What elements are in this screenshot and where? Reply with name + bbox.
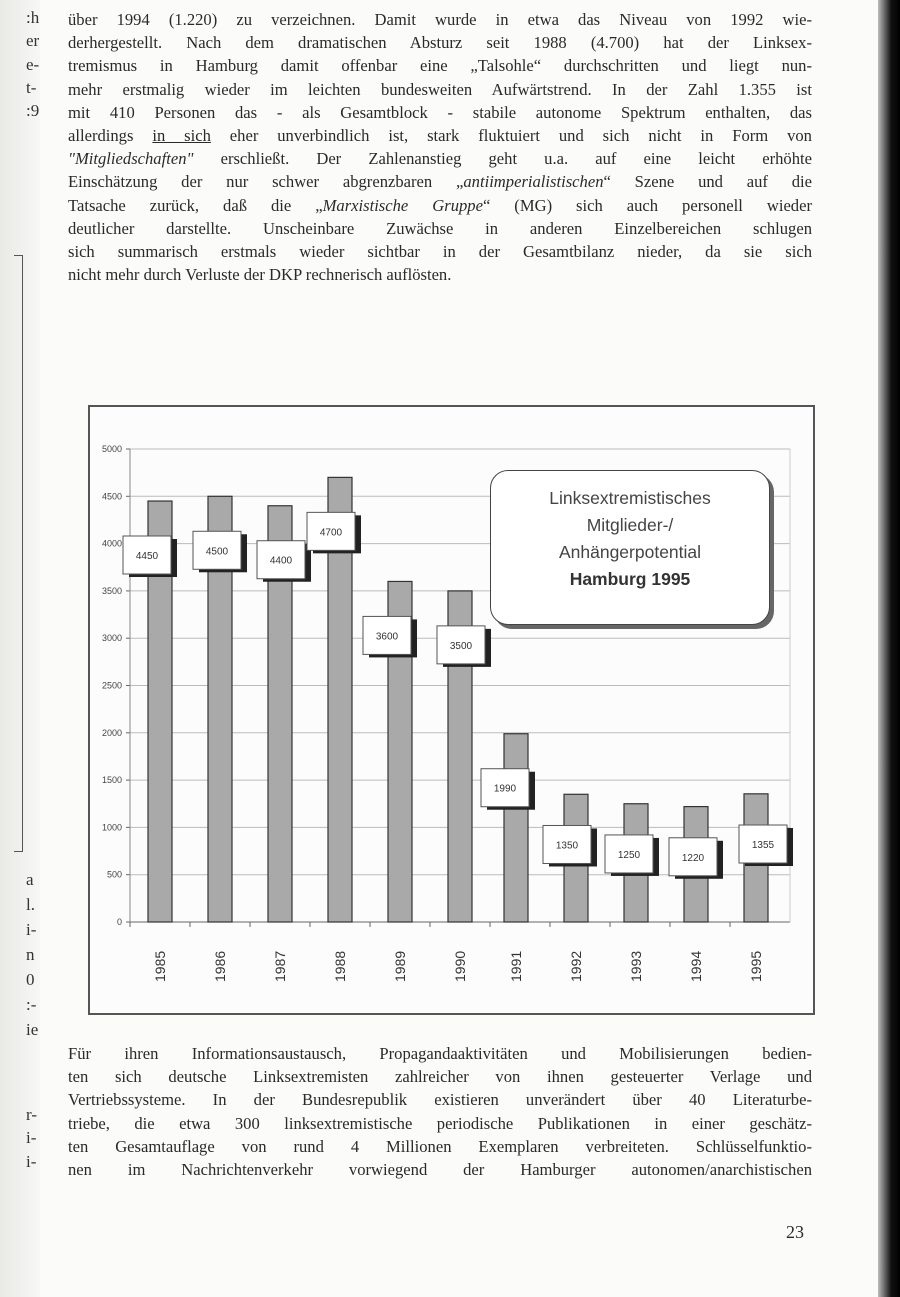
data-label: 1220	[682, 853, 705, 864]
x-tick-label: 1987	[272, 951, 288, 982]
x-tick-label: 1985	[152, 951, 168, 982]
y-tick-label: 0	[117, 917, 122, 927]
margin-fragment: i-	[26, 1128, 37, 1147]
x-tick-label: 1995	[748, 951, 764, 982]
y-tick-label: 4000	[102, 539, 122, 549]
text-line: deutlicher darstellte. Unscheinbare Zuwä…	[68, 218, 812, 238]
data-label-box	[480, 768, 530, 808]
data-label: 1990	[494, 784, 517, 795]
paragraph-bottom: Für ihren Informationsaustausch, Propaga…	[68, 1042, 812, 1181]
data-label-box	[192, 530, 242, 570]
data-label: 4450	[136, 551, 159, 562]
margin-fragment: n	[26, 945, 35, 964]
text-line: triebe, die etwa 300 linksextremistische…	[68, 1113, 812, 1133]
data-label-box	[436, 625, 486, 665]
y-tick-label: 4500	[102, 491, 122, 501]
text-line: mit 410 Personen das - als Gesamtblock -…	[68, 102, 812, 122]
text-line: Für ihren Informationsaustausch, Propaga…	[68, 1044, 812, 1063]
text-line: allerdings in sich eher unverbindlich is…	[68, 125, 812, 145]
text-line: ten Gesamtauflage von rund 4 Millionen E…	[68, 1136, 812, 1156]
y-tick-label: 500	[107, 870, 122, 880]
data-label-box	[668, 837, 718, 877]
y-tick-label: 2000	[102, 728, 122, 738]
margin-fragment: :9	[26, 101, 40, 120]
data-label: 3600	[376, 631, 399, 642]
margin-fragment: :-	[26, 995, 37, 1014]
text-line: Einschätzung der nur schwer abgrenzbaren…	[68, 172, 812, 192]
margin-fragment: e-	[26, 55, 40, 74]
bar-chart: 0 500 1000 1500 2000 2500 3000 3500 4000 4500 5000…	[88, 405, 815, 1015]
text-line: Vertriebssysteme. In der Bundesrepublik …	[68, 1090, 812, 1110]
chart-canvas: 0 500 1000 1500 2000 2500 3000 3500 4000 4500 5000…	[102, 444, 793, 982]
y-tick-label: 3500	[102, 586, 122, 596]
data-label: 4500	[206, 546, 229, 557]
data-label: 1250	[618, 850, 641, 861]
chart-title-line: Linksextremistisches	[549, 488, 711, 508]
text-line: Tatsache zurück, daß die „Marxistische G…	[68, 195, 812, 215]
x-tick-label: 1994	[688, 951, 704, 982]
margin-fragment: l.	[26, 895, 35, 914]
text-line: sich summarisch erstmals wieder sichtbar…	[68, 241, 812, 261]
text-line: derhergestellt. Nach dem dramatischen Ab…	[68, 33, 812, 53]
chart-title-line: Anhängerpotential	[558, 542, 702, 562]
margin-fragment: :h	[26, 8, 40, 27]
data-label: 4400	[270, 556, 293, 567]
x-tick-label: 1986	[212, 951, 228, 982]
y-tick-label: 2500	[102, 681, 122, 691]
x-tick-label: 1989	[392, 951, 408, 982]
margin-fragment: ie	[26, 1020, 39, 1039]
x-tick-label: 1990	[452, 951, 468, 982]
y-tick-label: 1500	[102, 775, 122, 785]
data-label-box	[604, 834, 654, 874]
margin-fragment: a	[26, 870, 34, 889]
text-line: ten sich deutsche Linksextremisten zahlr…	[68, 1067, 812, 1087]
text-line: "Mitgliedschaften" erschließt. Der Zahle…	[68, 149, 812, 169]
data-label: 4700	[320, 527, 343, 538]
text-line: nen im Nachrichtenverkehr vorwiegend der…	[68, 1159, 812, 1179]
paragraph-top: über 1994 (1.220) zu verzeichnen. Damit …	[68, 8, 812, 286]
data-label-box	[306, 511, 356, 551]
text-line: tremismus in Hamburg damit offenbar eine…	[68, 56, 812, 76]
page-gutter-shadow	[0, 0, 40, 1297]
bar	[503, 733, 529, 923]
data-label-box	[542, 824, 592, 864]
x-tick-label: 1993	[628, 951, 644, 982]
data-label: 1350	[556, 840, 579, 851]
chart-title-bold: Hamburg 1995	[569, 569, 691, 589]
x-tick-label: 1988	[332, 951, 348, 982]
page-edge-shadow	[878, 0, 900, 1297]
text-line: mehr erstmalig wieder im leichten bundes…	[68, 79, 812, 99]
margin-fragment: 0	[26, 970, 35, 989]
chart-title-line: Mitglieder-/	[586, 515, 674, 535]
data-label: 3500	[450, 641, 473, 652]
text-line: über 1994 (1.220) zu verzeichnen. Damit …	[68, 10, 812, 29]
text-line: nicht mehr durch Verluste der DKP rechne…	[68, 265, 452, 285]
margin-fragment: i-	[26, 1152, 37, 1171]
margin-fragment: r-	[26, 1105, 37, 1124]
margin-fragment: t-	[26, 78, 37, 97]
x-tick-label: 1992	[568, 951, 584, 982]
x-tick-label: 1991	[508, 951, 524, 982]
margin-fragment: er	[26, 31, 40, 50]
data-label: 1355	[752, 840, 775, 851]
margin-bracket	[14, 255, 23, 852]
margin-fragment: i-	[26, 920, 37, 939]
data-label-box	[122, 535, 172, 575]
chart-title-box: Linksextremistisches Mitglieder-/ Anhäng…	[490, 470, 770, 625]
data-label-box	[738, 824, 788, 864]
y-tick-label: 1000	[102, 822, 122, 832]
page-number: 23	[786, 1222, 804, 1242]
y-tick-label: 3000	[102, 633, 122, 643]
data-label-box	[256, 540, 306, 580]
y-tick-label: 5000	[102, 444, 122, 454]
data-label-box	[362, 615, 412, 655]
